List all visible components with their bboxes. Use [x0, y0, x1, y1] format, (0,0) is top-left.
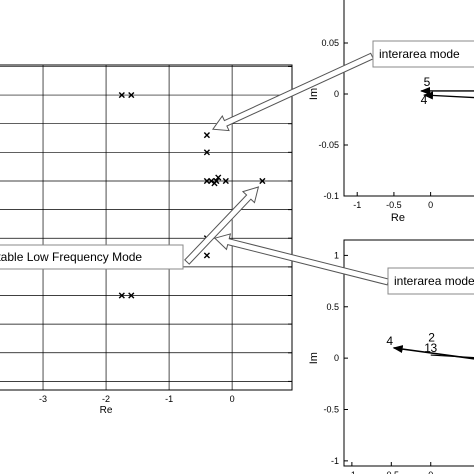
left-xtick-label: 0 [230, 394, 235, 404]
callout-unstable-box [0, 244, 184, 270]
pole-stroke [203, 149, 211, 156]
callout-arrow-unstable [184, 186, 260, 265]
pole-stroke [211, 180, 218, 187]
pole-stroke [118, 292, 125, 299]
pole-marker [118, 292, 125, 299]
left-xtick-label: -3 [39, 394, 47, 404]
inset-top-ylabel: Im [308, 88, 320, 100]
pole-marker [215, 174, 222, 181]
pole-stroke [215, 174, 222, 181]
pole-stroke [208, 177, 215, 185]
inset-bottom-point-label: 4 [386, 334, 393, 348]
pole-marker [203, 252, 211, 259]
callout-unstable-label: Unstable Low Frequency Mode [0, 250, 142, 264]
inset-bottom-ytick-label: -1 [331, 456, 339, 466]
inset-bottom-xtick-label: -1 [348, 470, 356, 474]
left-xtick-label: -2 [102, 394, 110, 404]
callout-arrow-interarea-upper [211, 52, 374, 132]
pole-marker [211, 180, 218, 187]
inset-top-ytick-label: 0.05 [321, 38, 339, 48]
inset-top-ytick-label: 0 [334, 89, 339, 99]
inset-top-xlabel: Re [391, 212, 405, 224]
callout-interarea-lower-box [387, 267, 474, 295]
inset-top-ytick-label: -0.05 [318, 140, 339, 150]
pole-stroke [222, 177, 229, 185]
inset-top-xtick-label: -0.5 [386, 200, 402, 210]
inset-bottom-point-label: 2 [428, 331, 435, 345]
pole-marker [128, 91, 135, 99]
pole-stroke [128, 292, 135, 299]
left-plot-frame [0, 64, 293, 391]
inset-bottom-ytick-label: 1 [334, 250, 339, 260]
inset-top-ytick-label: -0.1 [323, 191, 339, 201]
callout-interarea-upper-label: interarea mode [379, 47, 460, 61]
inset-bottom-trajectory-arrow [392, 345, 474, 360]
pole-marker [259, 177, 266, 185]
inset-top-point-label: 5 [424, 75, 431, 89]
pole-stroke [203, 132, 211, 139]
pole-stroke [203, 252, 211, 259]
inset-bottom-xtick-label: -0.5 [384, 470, 400, 474]
callout-arrow-interarea-lower [213, 233, 390, 286]
inset-bottom-ytick-label: -0.5 [323, 405, 339, 415]
inset-top-trajectory-arrow [423, 91, 474, 100]
pole-stroke [259, 177, 266, 185]
inset-bottom-ytick-label: 0.5 [326, 302, 339, 312]
pole-marker [128, 292, 135, 299]
pole-stroke [118, 91, 125, 99]
inset-top-xtick-label: 0 [428, 200, 433, 210]
pole-marker [118, 91, 125, 99]
pole-marker [203, 132, 211, 139]
left-xlabel: Re [100, 405, 113, 416]
inset-bottom-ytick-label: 0 [334, 353, 339, 363]
inset-bottom-xtick-label: 0 [428, 470, 433, 474]
inset-bottom-ylabel: Im [308, 352, 320, 364]
inset-bottom-point-label: 3 [431, 341, 438, 355]
inset-bottom-trajectory-line [430, 354, 474, 359]
inset-top-point-label: 4 [421, 93, 428, 107]
pole-stroke [128, 91, 135, 99]
callout-interarea-upper-box [372, 40, 474, 68]
inset-top-frame [343, 0, 474, 197]
inset-top-xtick-label: -1 [353, 200, 361, 210]
callout-interarea-lower-label: interarea mode [394, 274, 474, 288]
pole-marker [203, 149, 211, 156]
inset-bottom-point-label: 1 [424, 341, 431, 355]
pole-marker [222, 177, 229, 185]
left-xtick-label: -1 [165, 394, 173, 404]
